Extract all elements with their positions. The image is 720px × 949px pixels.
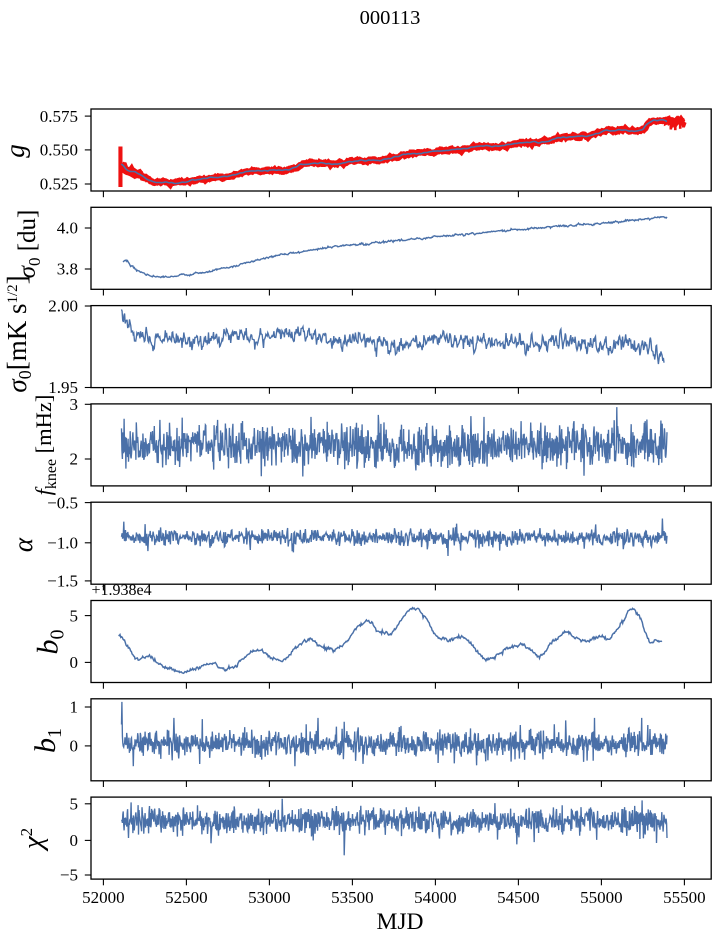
svg-text:5: 5: [70, 795, 79, 814]
svg-text:−0.5: −0.5: [47, 493, 78, 512]
svg-text:53500: 53500: [331, 888, 374, 907]
svg-text:0: 0: [70, 737, 79, 756]
svg-text:52500: 52500: [165, 888, 208, 907]
svg-text:σ0 [du]: σ0 [du]: [14, 210, 44, 279]
svg-text:α: α: [8, 537, 38, 552]
svg-text:2.00: 2.00: [48, 297, 78, 316]
svg-text:2: 2: [70, 450, 79, 469]
svg-text:5: 5: [70, 606, 79, 625]
svg-text:0.575: 0.575: [40, 107, 78, 126]
svg-text:σ0[mK s1/2]: σ0[mK s1/2]: [2, 275, 35, 392]
svg-text:0.525: 0.525: [40, 175, 78, 194]
svg-text:0: 0: [70, 653, 79, 672]
svg-text:55500: 55500: [663, 888, 706, 907]
svg-text:χ2: χ2: [17, 828, 49, 852]
svg-text:0.550: 0.550: [40, 141, 78, 160]
svg-text:b1: b1: [29, 728, 66, 753]
svg-text:g: g: [0, 144, 30, 158]
svg-text:52000: 52000: [82, 888, 125, 907]
svg-text:b0: b0: [32, 630, 69, 655]
svg-text:0: 0: [70, 831, 79, 850]
svg-text:MJD: MJD: [376, 909, 423, 935]
svg-text:3.8: 3.8: [57, 260, 78, 279]
svg-text:1.95: 1.95: [48, 378, 78, 397]
svg-text:55000: 55000: [580, 888, 623, 907]
svg-text:−5: −5: [60, 866, 78, 885]
svg-text:000113: 000113: [360, 7, 421, 29]
svg-text:fknee [mHz]: fknee [mHz]: [31, 395, 60, 496]
svg-text:1: 1: [70, 698, 79, 717]
svg-text:3: 3: [70, 395, 79, 414]
svg-text:53000: 53000: [248, 888, 291, 907]
svg-text:−1.0: −1.0: [47, 534, 78, 553]
svg-text:54000: 54000: [414, 888, 457, 907]
svg-text:54500: 54500: [497, 888, 540, 907]
svg-text:+1.938e4: +1.938e4: [92, 582, 152, 599]
svg-text:−1.5: −1.5: [47, 572, 78, 591]
svg-text:4.0: 4.0: [57, 219, 78, 238]
